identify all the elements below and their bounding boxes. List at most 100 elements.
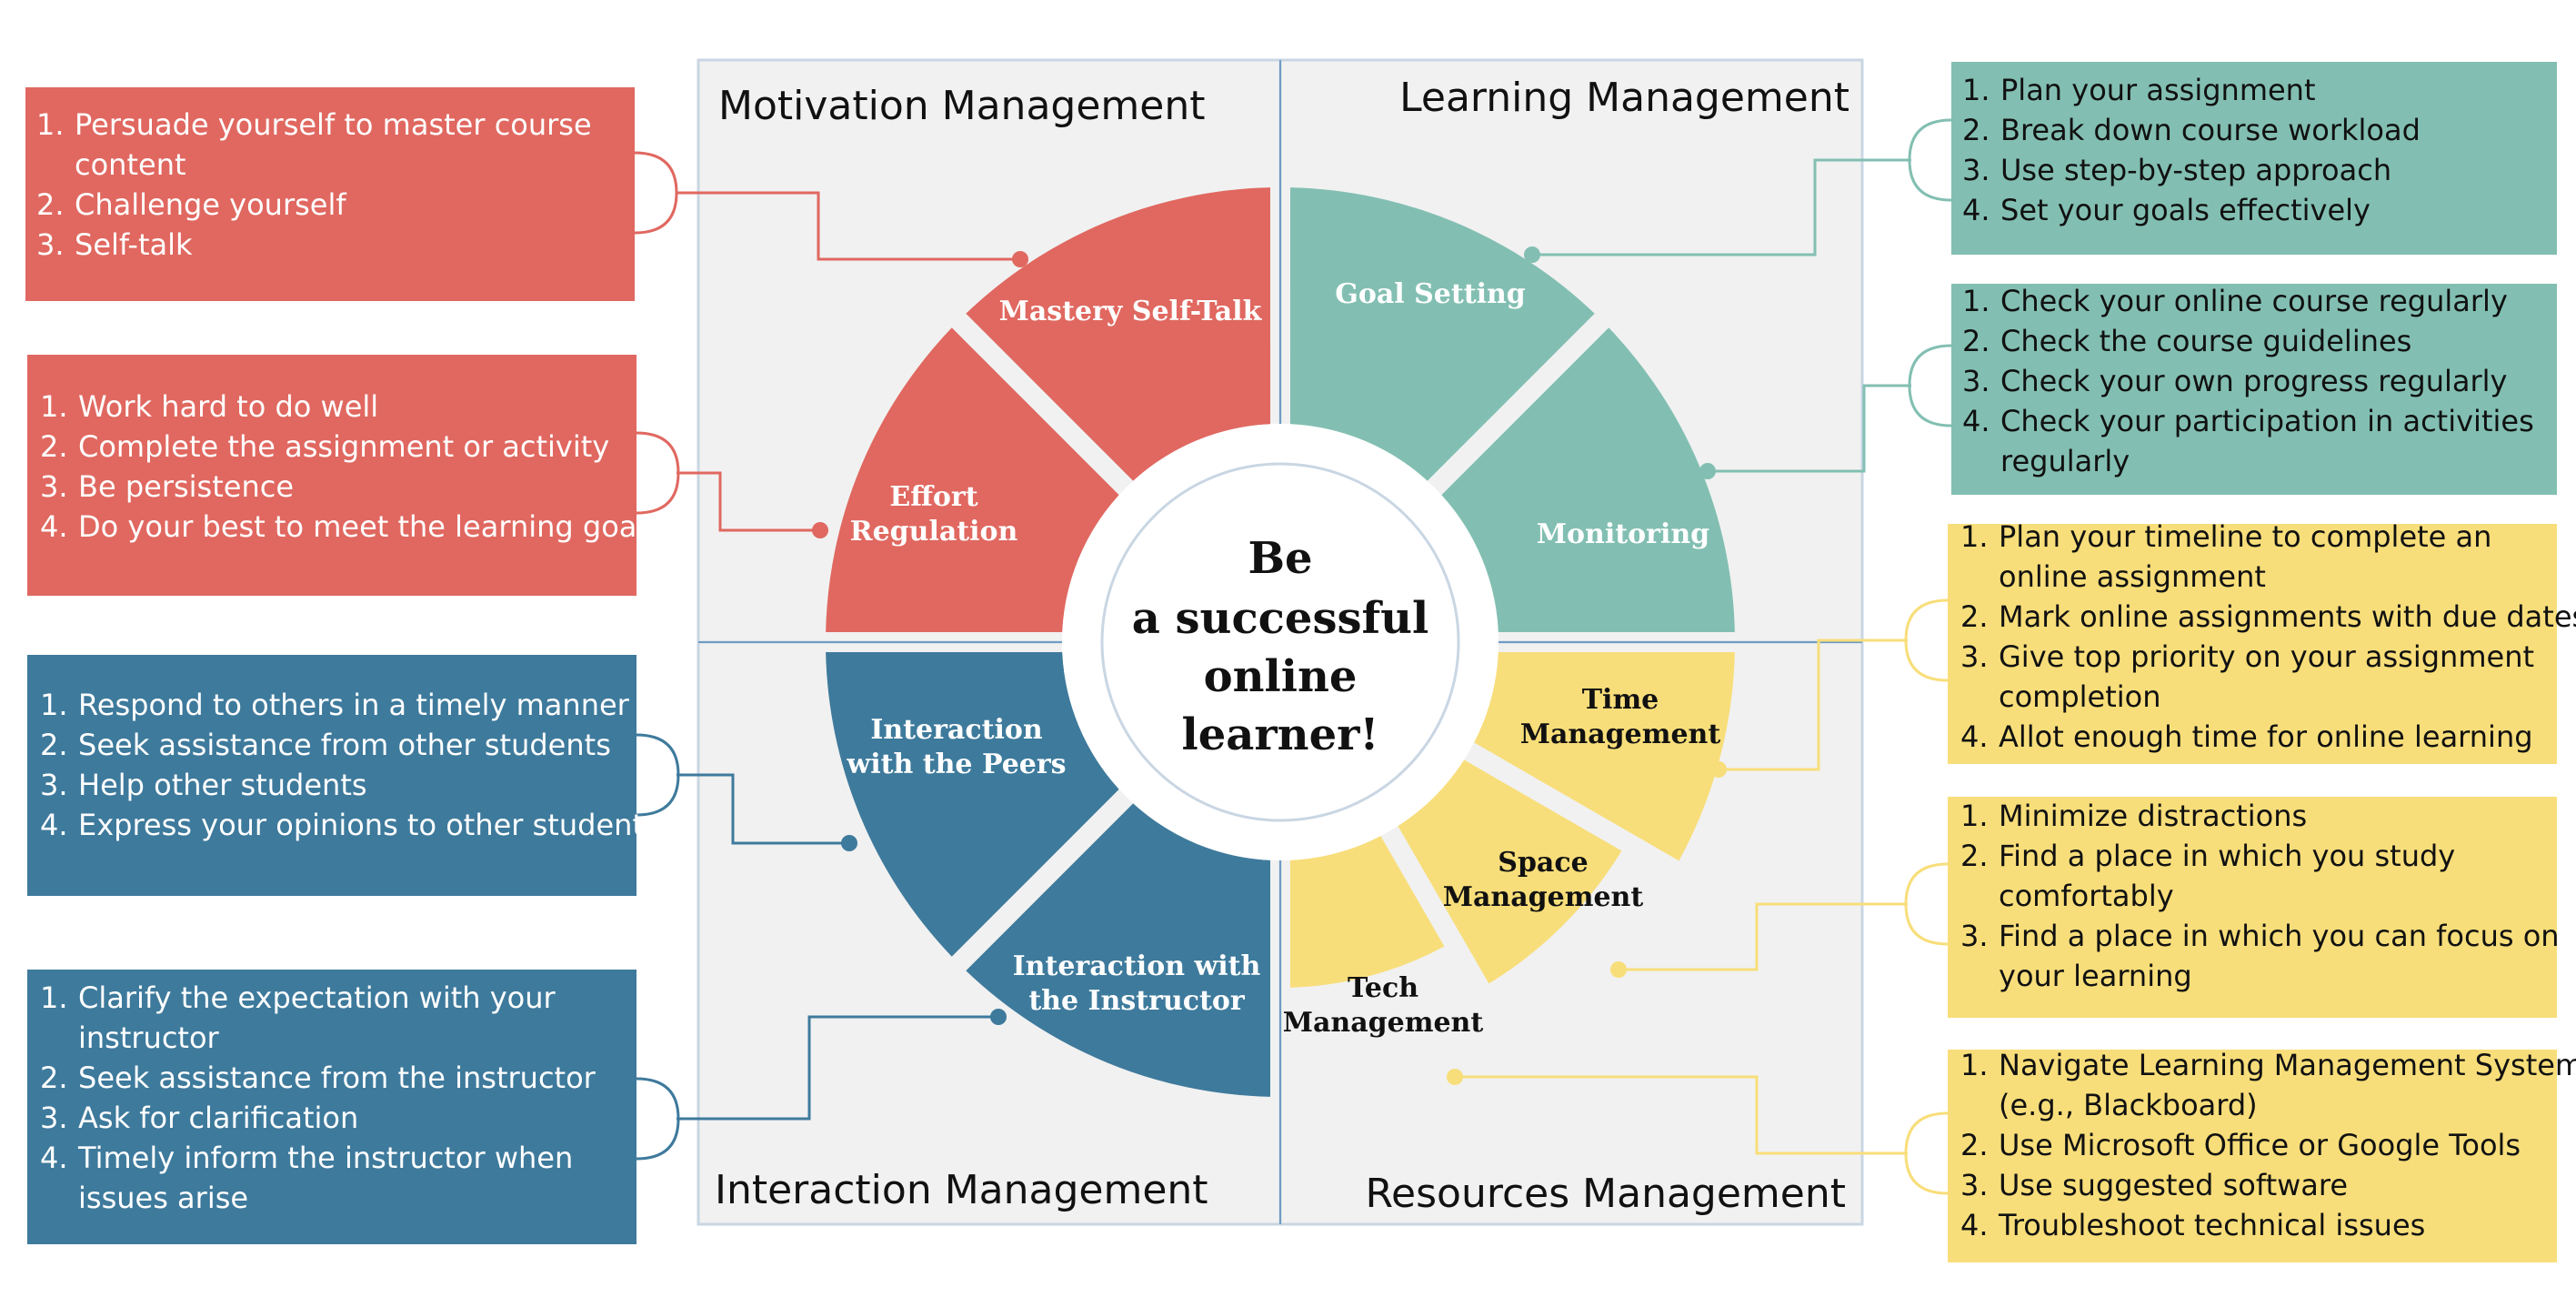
box-monitoring-item-text: Check your own progress regularly [2000,364,2507,398]
segment-mastery[interactable] [966,187,1271,481]
box-monitoring-item-number: 3. [1962,364,1990,398]
box-instructor-item-text: instructor [78,1021,220,1055]
box-peers-item-text: Help other students [78,768,367,802]
connector-instructor [677,1015,998,1121]
brace-mastery [634,151,678,235]
connector-peers [677,773,849,845]
box-tech-item-text: Troubleshoot technical issues [1998,1208,2425,1242]
connector-dots [812,246,1727,1085]
box-instructor-item-text: issues arise [78,1181,248,1215]
box-time-item-text: completion [1999,679,2161,714]
segment-label-space: Space [1498,847,1588,879]
box-mastery-item-text: Persuade yourself to master course [75,107,592,142]
connector-lines [634,118,1952,1195]
segment-peers[interactable] [826,651,1119,957]
box-goal-item-text: Set your goals effectively [2000,193,2371,227]
box-monitoring-item-text: regularly [2000,444,2130,478]
box-instructor-item-text: Ask for clarification [78,1101,358,1135]
box-space-item-text: Minimize distractions [1999,799,2307,833]
box-space-item-text: Find a place in which you can focus on [1999,919,2560,953]
box-peers-item-text: Express your opinions to other students [78,808,659,842]
box-effort [27,355,636,596]
box-instructor-item-text: Seek assistance from the instructor [78,1061,596,1095]
connector-space [1619,902,1908,971]
box-tech-item-number: 2. [1960,1128,1989,1162]
segment-label-monitoring: Monitoring [1537,518,1709,550]
box-peers-item-number: 1. [40,688,68,722]
box-monitoring-item-text: Check your participation in activities [2000,404,2534,438]
box-goal-item-number: 4. [1962,193,1990,227]
connector-effort [677,471,820,532]
box-monitoring-item-text: Check your online course regularly [2000,284,2508,318]
connector-dot-time [1710,761,1727,778]
connector-dot-goal [1524,246,1540,263]
segment-label-peers: Interaction [870,714,1043,746]
segment-label-goal: Goal Setting [1335,278,1526,310]
center-title-line-3: online [1204,651,1358,702]
box-time-item-number: 3. [1960,639,1989,674]
connector-dot-mastery [1012,251,1028,267]
quadrant-title-resources: Resources Management [1365,1171,1846,1217]
box-space-item-number: 3. [1960,919,1989,953]
segment-label-effort: Effort [889,481,977,513]
box-peers-item-number: 2. [40,728,68,762]
box-time-item-text: Give top priority on your assignment [1999,639,2534,674]
box-space [1948,797,2557,1018]
box-mastery [25,87,635,301]
box-goal [1951,62,2557,255]
center-inner-ring [1100,462,1460,822]
segment-label-tech: Tech [1348,972,1418,1004]
brace-tech [1904,1111,1949,1195]
box-monitoring [1951,284,2557,495]
box-instructor-item-text: Clarify the expectation with your [78,980,556,1015]
box-effort-item-number: 3. [40,469,68,504]
segment-label-effort: Regulation [850,516,1018,548]
connector-goal [1532,158,1911,256]
box-mastery-item-number: 2. [36,187,65,222]
segment-goal[interactable] [1289,187,1595,481]
segment-time[interactable] [1474,651,1735,861]
quadrant-title-interaction: Interaction Management [715,1167,1208,1213]
box-mastery-item-number: 3. [36,227,65,262]
box-goal-item-text: Use step-by-step approach [2000,153,2391,187]
box-effort-item-number: 2. [40,429,68,464]
box-effort-item-text: Complete the assignment or activity [78,429,609,464]
box-tech-item-text: Use suggested software [1999,1168,2348,1202]
box-instructor-item-number: 3. [40,1101,68,1135]
box-tech-item-text: (e.g., Blackboard) [1999,1088,2258,1122]
box-peers-item-text: Seek assistance from other students [78,728,611,762]
box-time-item-text: online assignment [1999,559,2266,594]
box-time-item-text: Mark online assignments with due dates [1999,599,2576,634]
box-time-item-number: 2. [1960,599,1989,634]
box-effort-item-number: 1. [40,389,68,424]
connector-dot-space [1610,961,1627,978]
segment-label-peers: with the Peers [846,749,1066,780]
segment-space[interactable] [1398,759,1622,984]
box-peers-item-text: Respond to others in a timely manner [78,688,630,722]
segment-tech[interactable] [1289,836,1445,988]
strategy-boxes: 1. Persuade yourself to master course cont… [25,62,2576,1262]
segment-label-space: Management [1443,881,1644,913]
box-instructor-item-text: Timely inform the instructor when [77,1141,573,1175]
center-title-line-4: learner! [1182,709,1379,760]
segment-effort[interactable] [826,327,1119,633]
box-mastery-item-text: content [75,147,186,182]
box-tech-item-text: Use Microsoft Office or Google Tools [1999,1128,2521,1162]
box-monitoring-item-number: 4. [1962,404,1990,438]
box-instructor [27,970,636,1244]
segment-monitoring[interactable] [1441,327,1735,633]
box-instructor-item-number: 1. [40,980,68,1015]
connector-mastery [677,191,1020,261]
brace-space [1904,862,1949,946]
segment-label-instructor: the Instructor [1028,985,1246,1017]
box-time-item-text: Allot enough time for online learning [1999,719,2533,754]
segment-label-instructor: Interaction with [1013,950,1261,982]
segment-label-time: Management [1520,719,1721,750]
segment-label-time: Time [1582,684,1659,716]
segment-instructor[interactable] [966,803,1271,1097]
brace-peers [636,733,680,817]
box-effort-item-text: Work hard to do well [78,389,378,424]
connector-dot-tech [1447,1069,1463,1085]
center-title-line-1: Be [1248,533,1312,584]
